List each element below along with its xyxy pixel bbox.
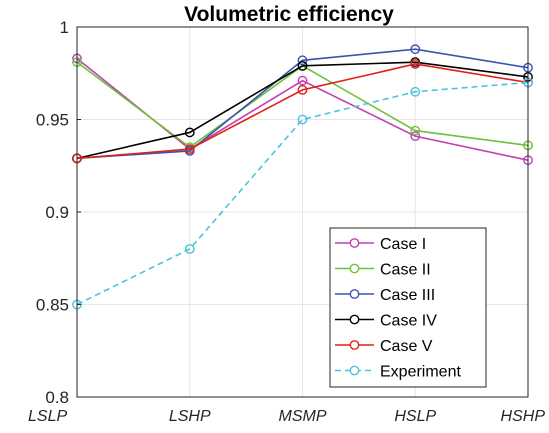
y-tick-label: 0.9 [45,203,69,222]
x-tick-label: MSMP [279,408,327,425]
legend-label: Case II [380,262,431,279]
data-point [297,75,308,86]
series-line [76,61,529,160]
x-tick-label: LSHP [169,408,211,425]
x-tick-label: HSLP [394,408,436,425]
series-layer [72,44,533,310]
series-line [76,63,529,160]
legend-marker [349,289,360,299]
series-line [76,81,529,306]
data-point [297,114,308,125]
legend-label: Case IV [380,313,437,330]
legend: Case I Case II Case III Case IV Case V Experi… [329,227,487,388]
y-tick-label: 0.85 [36,296,69,315]
data-point [410,125,421,136]
y-tick-label: 0.95 [36,111,69,130]
data-point [297,55,308,66]
legend-marker [349,365,360,376]
legend-marker [349,340,360,350]
legend-label: Case III [380,287,435,304]
series-line [76,48,529,160]
chart-title: Volumetric efficiency [184,3,394,26]
data-point [297,60,308,71]
x-tick-label: LSLP [28,408,67,425]
legend-marker [349,238,360,248]
data-point [184,144,195,155]
legend-box [329,227,487,388]
legend-item: Case V [335,338,433,355]
legend-marker [349,263,360,274]
x-tick-label: HSHP [501,408,546,425]
legend-item: Case I [335,236,426,253]
data-point [184,244,195,254]
data-point [297,85,308,95]
y-tick-label: 1 [60,18,69,37]
data-point [410,131,421,142]
y-tick-label: 0.8 [45,388,69,407]
data-point [410,59,421,69]
legend-label: Case V [380,338,433,355]
legend-item: Experiment [335,364,461,381]
legend-item: Case II [335,262,431,279]
legend-label: Case I [380,236,426,253]
data-point [410,44,421,55]
legend-marker [349,314,360,325]
data-point [184,127,195,138]
tick-labels: 0.8 0.85 0.9 0.95 1 LSLP LSHP MSMP HSLP HSHP [28,18,545,425]
legend-item: Case IV [335,313,437,330]
legend-item: Case III [335,287,435,304]
legend-label: Experiment [380,364,461,381]
data-point [410,86,421,97]
